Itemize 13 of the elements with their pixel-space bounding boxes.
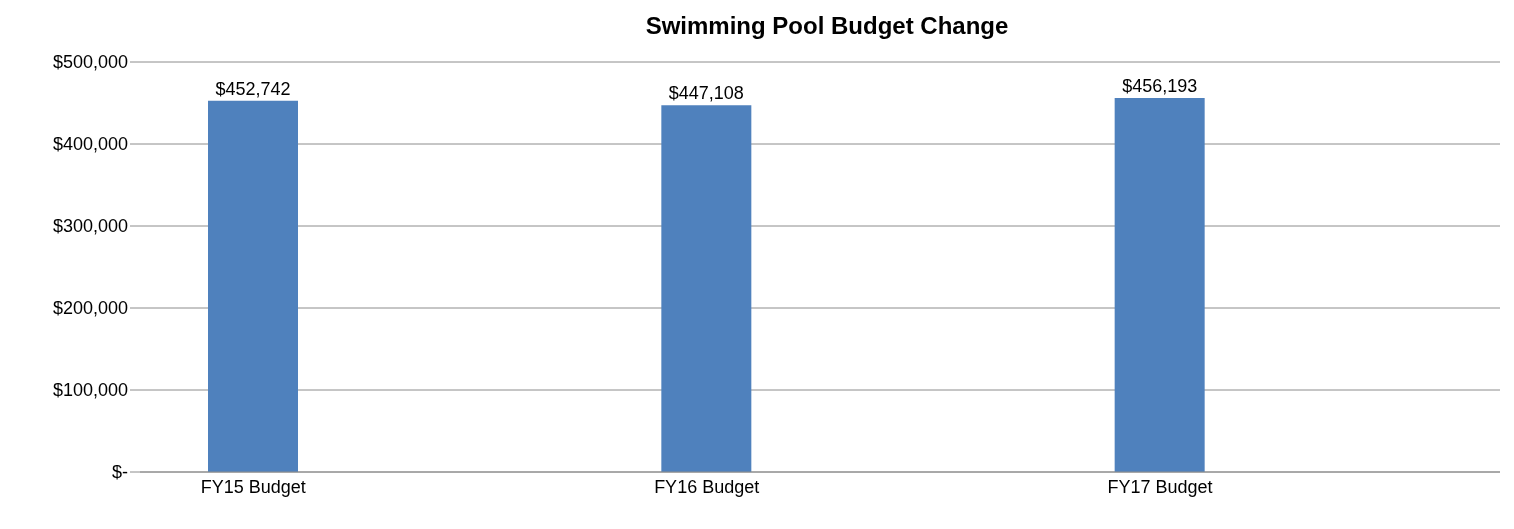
y-tick-label: $500,000 <box>52 52 128 73</box>
x-tick-label: FY16 Budget <box>654 476 760 497</box>
data-label: $456,193 <box>1122 75 1198 96</box>
x-tick-label: FY15 Budget <box>200 476 306 497</box>
y-tick-label: $- <box>111 462 128 483</box>
y-tick-label: $400,000 <box>52 134 128 155</box>
y-tick-label: $100,000 <box>52 380 128 401</box>
data-label: $447,108 <box>668 83 744 104</box>
y-tick-label: $200,000 <box>52 298 128 319</box>
y-tick-label: $300,000 <box>52 216 128 237</box>
data-label: $452,742 <box>215 78 291 99</box>
x-tick-label: FY17 Budget <box>1107 476 1213 497</box>
chart-title: Swimming Pool Budget Change <box>644 11 1010 41</box>
